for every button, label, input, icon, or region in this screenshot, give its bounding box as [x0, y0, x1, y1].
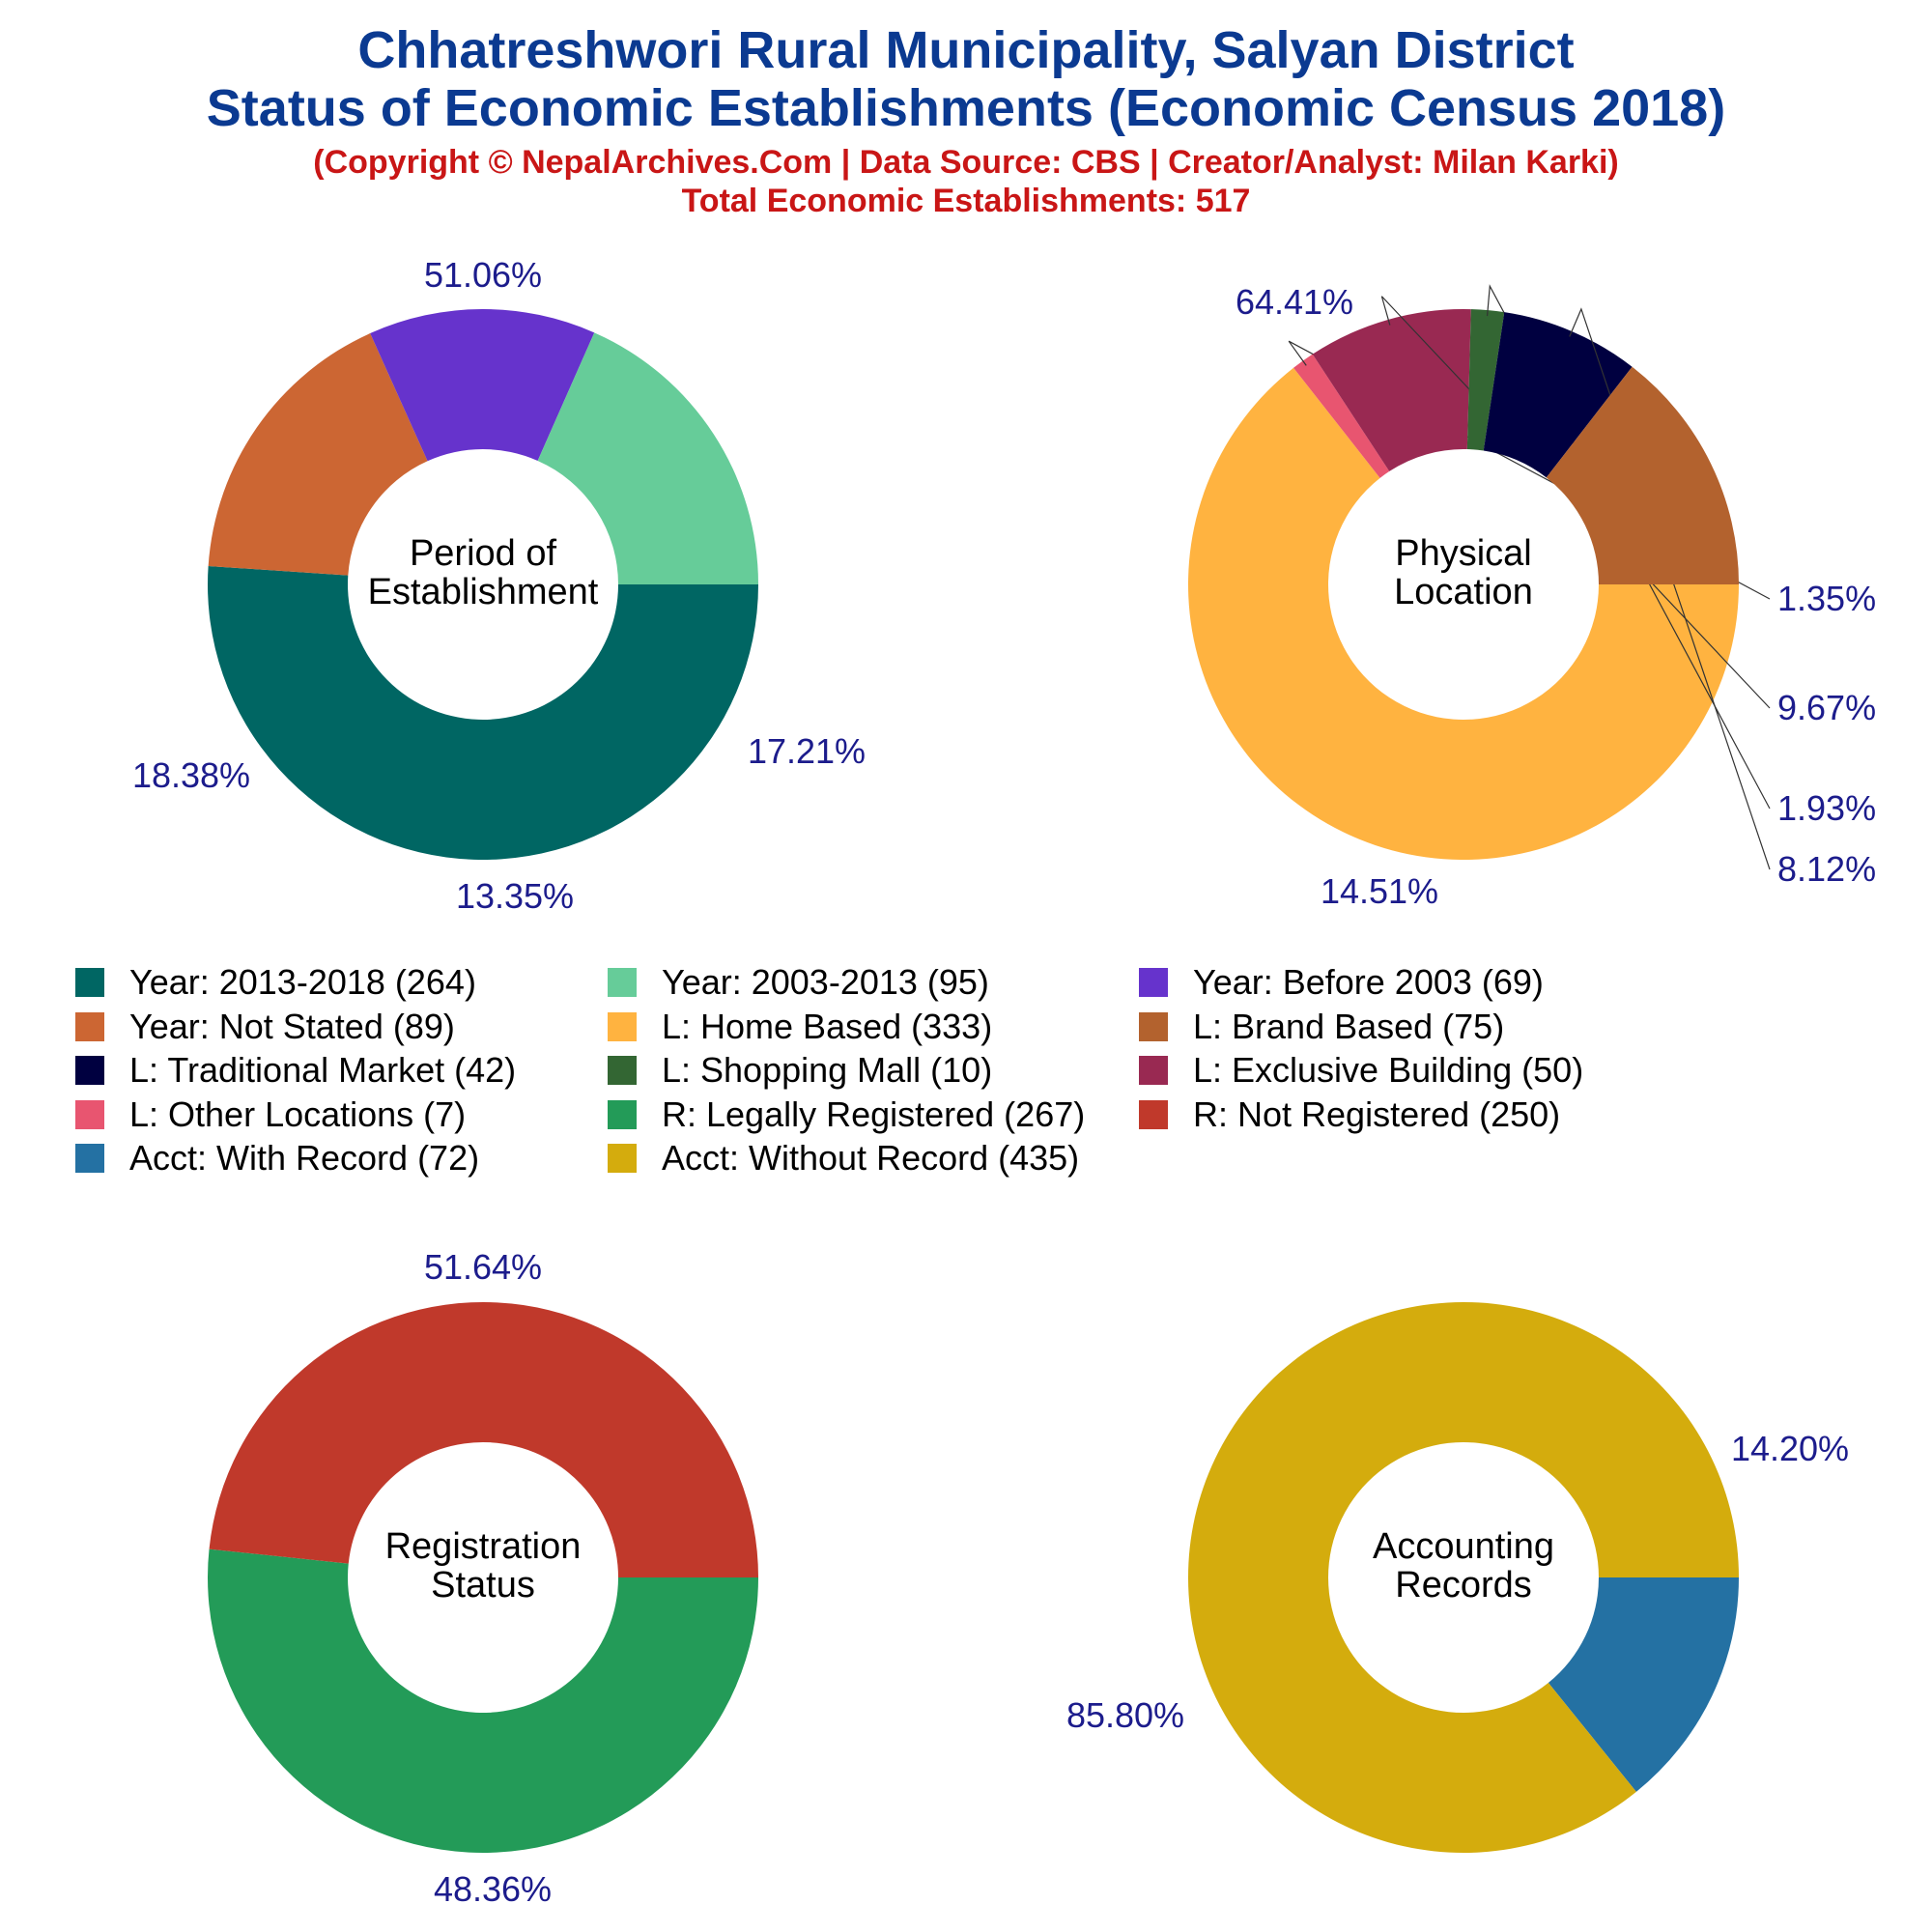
- legend-swatch: [75, 1056, 104, 1085]
- legend-label: Acct: With Record (72): [129, 1138, 480, 1178]
- slice-percent-label: 64.41%: [1236, 282, 1353, 322]
- pie-slice: [1483, 312, 1633, 478]
- legend-row: Year: 2013-2018 (264) Year: 2003-2013 (95…: [75, 962, 1872, 1007]
- legend-swatch: [75, 1011, 104, 1041]
- donut-chart: 64.41% 1.35% 9.67% 1.93% 8.12% 14.51% Physical…: [1188, 282, 1876, 911]
- total-establishments: Total Economic Establishments: 517: [681, 183, 1251, 219]
- legend-swatch: [75, 968, 104, 997]
- legend-row: L: Traditional Market (42) L: Shopping Ma…: [75, 1050, 1872, 1094]
- legend-item: L: Home Based (333): [608, 1007, 992, 1047]
- legend-item: L: Brand Based (75): [1139, 1007, 1504, 1047]
- legend-row: Acct: With Record (72) Acct: Without Reco…: [75, 1138, 1872, 1182]
- legend-label: L: Home Based (333): [662, 1006, 993, 1046]
- slice-percent-label: 48.36%: [434, 1869, 552, 1909]
- slice-percent-label: 1.35%: [1777, 579, 1876, 618]
- legend-swatch: [1139, 968, 1168, 997]
- donut-center-label: Records: [1395, 1565, 1532, 1605]
- slice-percent-label: 9.67%: [1777, 688, 1876, 727]
- pie-slice: [1293, 354, 1390, 478]
- donut-chart: 51.06% 17.21% 13.35% 18.38% Period ofEstabli…: [132, 255, 866, 916]
- legend-swatch: [608, 1056, 637, 1085]
- legend-label: L: Other Locations (7): [129, 1094, 467, 1134]
- legend-label: Year: Not Stated (89): [129, 1006, 455, 1046]
- slice-percent-label: 13.35%: [456, 876, 574, 916]
- legend-row: L: Other Locations (7) R: Legally Registe…: [75, 1094, 1872, 1139]
- copyright-note: (Copyright © NepalArchives.Com | Data So…: [313, 144, 1619, 181]
- pie-slice: [370, 309, 595, 462]
- donut-center-label: Period of: [410, 533, 557, 574]
- donut-center-label: Location: [1394, 572, 1533, 612]
- legend-label: R: Legally Registered (267): [662, 1094, 1086, 1134]
- legend-swatch: [75, 1144, 104, 1173]
- pie-slice: [207, 565, 758, 861]
- legend-label: Year: 2013-2018 (264): [129, 962, 476, 1002]
- legend: Year: 2013-2018 (264) Year: 2003-2013 (95…: [75, 962, 1872, 1182]
- legend-item: L: Other Locations (7): [75, 1094, 466, 1135]
- pie-slice: [537, 332, 758, 584]
- chart-header: Chhatreshwori Rural Municipality, Salyan…: [0, 21, 1932, 220]
- chart-title-line2: Status of Economic Establishments (Econo…: [206, 79, 1726, 137]
- slice-percent-label: 14.51%: [1321, 871, 1438, 911]
- slice-percent-label: 85.80%: [1066, 1695, 1184, 1735]
- legend-item: L: Traditional Market (42): [75, 1050, 516, 1091]
- slice-percent-label: 51.64%: [424, 1247, 542, 1287]
- legend-item: Acct: Without Record (435): [608, 1138, 1079, 1179]
- legend-item: Year: 2003-2013 (95): [608, 962, 989, 1003]
- legend-label: L: Exclusive Building (50): [1193, 1050, 1584, 1090]
- donut-center-label: Registration: [385, 1526, 582, 1567]
- slice-percent-label: 14.20%: [1731, 1429, 1849, 1468]
- legend-swatch: [608, 1099, 637, 1129]
- pie-slice: [1466, 309, 1505, 451]
- legend-item: R: Not Registered (250): [1139, 1094, 1560, 1135]
- pie-slice: [1548, 1577, 1739, 1792]
- legend-label: R: Not Registered (250): [1193, 1094, 1561, 1134]
- donut-center-label: Physical: [1395, 533, 1532, 574]
- legend-swatch: [608, 1011, 637, 1041]
- legend-label: L: Shopping Mall (10): [662, 1050, 993, 1090]
- slice-percent-label: 1.93%: [1777, 788, 1876, 828]
- legend-item: L: Exclusive Building (50): [1139, 1050, 1583, 1091]
- slice-percent-label: 51.06%: [424, 255, 542, 295]
- legend-item: Year: Before 2003 (69): [1139, 962, 1544, 1003]
- legend-label: L: Brand Based (75): [1193, 1006, 1505, 1046]
- legend-row: Year: Not Stated (89) L: Home Based (333)…: [75, 1007, 1872, 1051]
- legend-item: Year: Not Stated (89): [75, 1007, 455, 1047]
- legend-item: Acct: With Record (72): [75, 1138, 479, 1179]
- legend-label: L: Traditional Market (42): [129, 1050, 517, 1090]
- legend-swatch: [608, 1144, 637, 1173]
- slice-percent-label: 8.12%: [1777, 849, 1876, 889]
- pie-slice: [1188, 367, 1739, 860]
- pie-slice: [207, 1548, 759, 1854]
- slice-percent-label: 18.38%: [132, 755, 250, 795]
- pie-slice: [209, 1302, 759, 1577]
- label-leader-line: [1569, 307, 1771, 870]
- legend-label: Year: 2003-2013 (95): [662, 962, 989, 1002]
- legend-item: L: Shopping Mall (10): [608, 1050, 992, 1091]
- legend-swatch: [1139, 1011, 1168, 1041]
- legend-swatch: [1139, 1099, 1168, 1129]
- pie-slice: [1546, 366, 1739, 584]
- label-leader-line: [1486, 284, 1771, 810]
- legend-item: R: Legally Registered (267): [608, 1094, 1085, 1135]
- pie-slice: [1188, 1301, 1739, 1853]
- chart-title-line1: Chhatreshwori Rural Municipality, Salyan…: [357, 21, 1575, 79]
- legend-label: Year: Before 2003 (69): [1193, 962, 1544, 1002]
- pie-slice: [208, 333, 428, 576]
- slice-percent-label: 17.21%: [748, 731, 866, 771]
- donut-center-label: Accounting: [1373, 1526, 1554, 1567]
- legend-label: Acct: Without Record (435): [662, 1138, 1080, 1178]
- legend-swatch: [75, 1099, 104, 1129]
- legend-swatch: [1139, 1056, 1168, 1085]
- donut-center-label: Establishment: [368, 572, 599, 612]
- donut-center-label: Status: [431, 1565, 535, 1605]
- legend-swatch: [608, 968, 637, 997]
- legend-item: Year: 2013-2018 (264): [75, 962, 476, 1003]
